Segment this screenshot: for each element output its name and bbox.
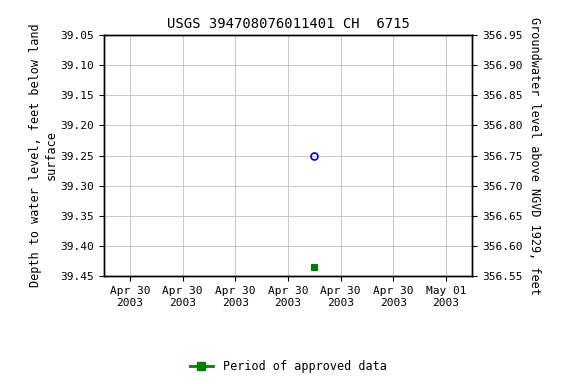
Y-axis label: Groundwater level above NGVD 1929, feet: Groundwater level above NGVD 1929, feet — [528, 17, 541, 295]
Y-axis label: Depth to water level, feet below land
surface: Depth to water level, feet below land su… — [29, 24, 58, 287]
Legend: Period of approved data: Period of approved data — [185, 356, 391, 378]
Title: USGS 394708076011401 CH  6715: USGS 394708076011401 CH 6715 — [166, 17, 410, 31]
